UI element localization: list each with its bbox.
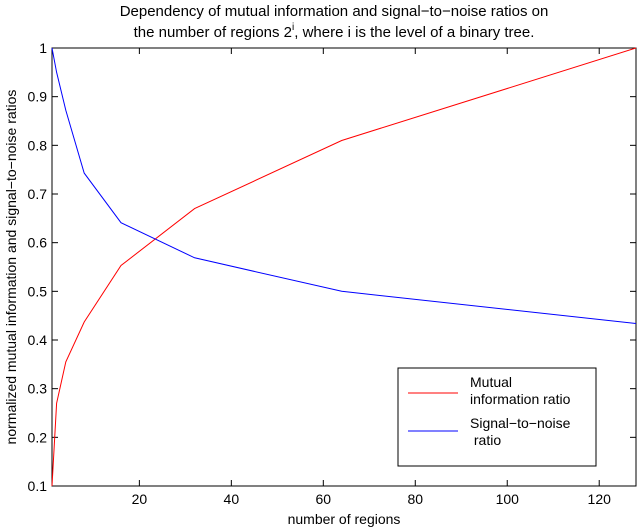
x-tick-label: 80 [407, 491, 423, 507]
y-tick-label: 0.9 [28, 89, 48, 105]
x-tick-label: 20 [132, 491, 148, 507]
legend-label-snr-line-2: ratio [470, 432, 501, 448]
series-line-mutual-information [51, 47, 637, 487]
x-axis-label: number of regions [288, 511, 401, 527]
series-lines [51, 47, 637, 487]
legend-box [397, 367, 597, 467]
y-tick-label: 0.6 [28, 235, 48, 251]
legend-label-mutual-line-2: information ratio [470, 391, 571, 407]
chart-title-line-1: Dependency of mutual information and sig… [120, 3, 549, 20]
chart-title-superscript: i [292, 22, 294, 33]
y-tick-label: 0.3 [28, 381, 48, 397]
axis-ticks [52, 47, 636, 487]
y-tick-label: 0.5 [28, 283, 48, 299]
y-tick-label: 0.7 [28, 186, 48, 202]
chart-title-line-2: the number of regions 2i, where i is the… [134, 22, 535, 41]
y-tick-label: 0.4 [28, 332, 48, 348]
y-tick-label: 0.8 [28, 137, 48, 153]
y-tick-label: 0.1 [28, 478, 48, 494]
x-tick-label: 100 [496, 491, 520, 507]
chart-title-line-2-main: the number of regions 2 [134, 24, 292, 41]
legend-label-snr-line-1: Signal−to−noise [470, 415, 571, 431]
x-tick-label: 120 [588, 491, 612, 507]
y-tick-label: 1 [39, 40, 47, 56]
legend-label-mutual-line-1: Mutual [470, 374, 512, 390]
x-tick-label: 60 [316, 491, 332, 507]
chart-title-line-2-rest: , where i is the level of a binary tree. [294, 24, 534, 41]
legend: Mutual information ratio Signal−to−noise… [397, 367, 597, 467]
y-tick-label: 0.2 [28, 429, 48, 445]
axis-tick-labels: 20 40 60 80 100 120 0.1 0.2 0.3 0.4 0.5 0.6 0.7 0.8 0.… [28, 40, 612, 507]
series-line-signal-to-noise [51, 47, 637, 324]
y-axis-label: normalized mutual information and signal… [3, 90, 19, 445]
x-tick-label: 40 [224, 491, 240, 507]
